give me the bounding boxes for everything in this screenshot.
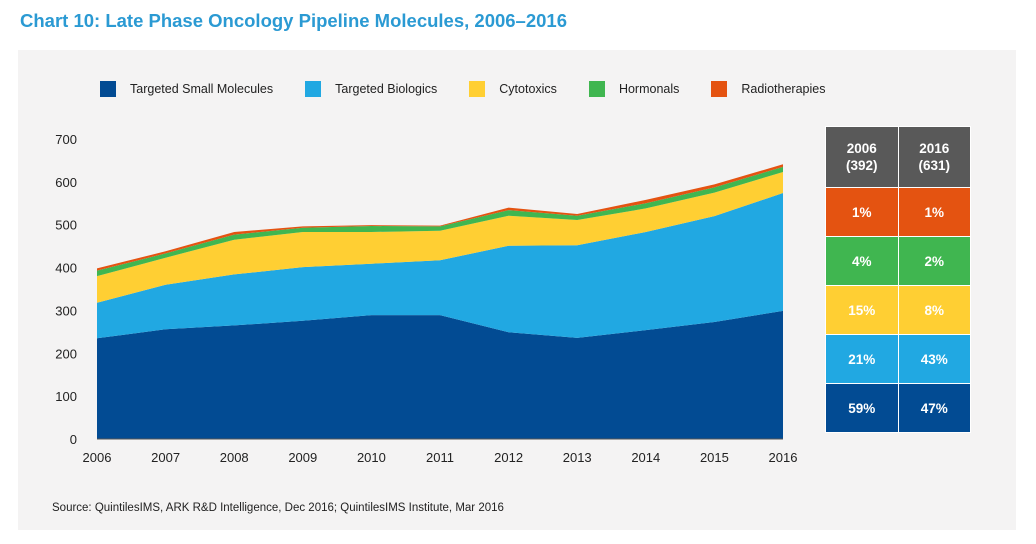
legend-label: Cytotoxics [499,82,557,96]
legend-swatch [588,81,605,97]
share-cell: 21% [825,334,899,384]
legend-swatch [469,81,486,97]
source-note: Source: QuintilesIMS, ARK R&D Intelligen… [52,502,504,514]
share-cell: 4% [825,236,899,286]
share-cell: 2% [897,236,971,286]
y-tick-label: 500 [55,218,77,233]
share-row-targeted-small-molecules: 59% 47% [825,383,971,433]
x-tick-label: 2009 [288,450,317,465]
x-tick-label: 2010 [357,450,386,465]
x-tick-label: 2012 [494,450,523,465]
x-tick-label: 2016 [769,450,798,465]
legend-item: Cytotoxics [469,81,557,97]
y-tick-label: 400 [55,261,77,276]
chart-title: Chart 10: Late Phase Oncology Pipeline M… [20,10,568,31]
share-cell: 15% [825,285,899,335]
share-header-2016: 2016 (631) [897,126,971,188]
y-tick-label: 0 [70,432,77,447]
share-cell: 47% [897,383,971,433]
y-tick-label: 700 [55,132,77,147]
share-cell: 8% [897,285,971,335]
share-table: 2006 (392) 2016 (631) 1% 1% 4% 2% 15% 8% 21% 43… [825,126,971,433]
area-series-cytotoxics [97,172,783,303]
x-tick-label: 2011 [426,450,454,465]
legend-label: Targeted Biologics [335,82,438,96]
legend-swatch [305,81,322,97]
x-tick-label: 2007 [151,450,180,465]
share-cell: 59% [825,383,899,433]
x-tick-label: 2014 [631,450,660,465]
share-row-cytotoxics: 15% 8% [825,285,971,335]
share-header-count: (631) [918,158,950,173]
legend-label: Targeted Small Molecules [130,82,274,96]
legend-swatch [100,81,116,97]
share-cell: 1% [825,187,899,237]
y-tick-label: 100 [55,389,77,404]
share-row-radiotherapies: 1% 1% [825,187,971,237]
share-row-targeted-biologics: 21% 43% [825,334,971,384]
x-tick-label: 2008 [220,450,249,465]
share-row-hormonals: 4% 2% [825,236,971,286]
legend-label: Radiotherapies [741,82,826,96]
legend-item: Radiotherapies [711,81,825,97]
share-header-year: 2016 [919,141,950,156]
chart-legend: Targeted Small Molecules Targeted Biologi… [100,81,857,97]
y-tick-label: 200 [55,346,77,361]
legend-item: Targeted Small Molecules [100,81,273,97]
x-tick-label: 2013 [563,450,592,465]
legend-label: Hormonals [618,82,680,96]
y-tick-label: 300 [55,303,77,318]
y-tick-label: 600 [55,175,77,190]
x-tick-label: 2015 [700,450,729,465]
share-cell: 1% [897,187,971,237]
share-header-count: (392) [845,158,878,173]
area-series-targeted-biologics [97,193,783,339]
share-header-year: 2006 [846,141,877,156]
area-series-targeted-small-molecules [97,310,783,439]
legend-item: Targeted Biologics [305,81,437,97]
share-header-2006: 2006 (392) [825,126,899,188]
x-tick-label: 2006 [83,450,112,465]
share-cell: 43% [897,334,971,384]
legend-item: Hormonals [588,81,680,97]
legend-swatch [711,81,728,97]
